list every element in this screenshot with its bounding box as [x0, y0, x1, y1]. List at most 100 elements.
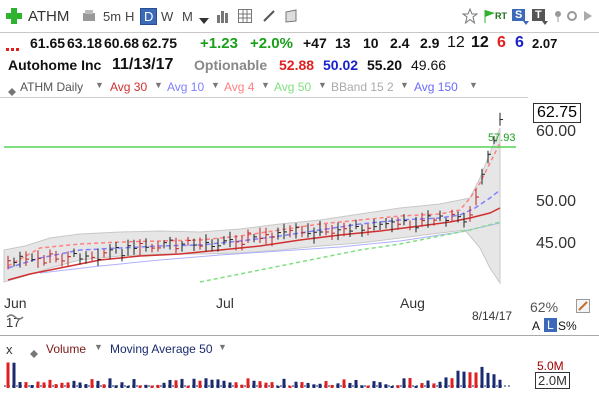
edit-pencil-icon[interactable]	[576, 299, 590, 318]
settings-icon[interactable]	[566, 9, 578, 27]
s-badge[interactable]: S	[512, 9, 526, 21]
volume-canvas	[4, 362, 510, 388]
volume-bar	[210, 379, 214, 388]
period-w[interactable]: W	[161, 9, 174, 24]
volume-bar	[204, 378, 208, 388]
bar-chart-icon[interactable]	[216, 9, 230, 28]
legend-avg4-arrow[interactable]: ▼	[261, 80, 270, 90]
volume-bar	[372, 381, 376, 388]
legend-daily-arrow[interactable]: ▼	[95, 80, 104, 90]
company-line: Autohome Inc 11/13/17 Optionable 52.88 5…	[8, 56, 588, 77]
volume-ma-label[interactable]: Moving Average 50	[110, 342, 213, 356]
legend-avg150-arrow[interactable]: ▼	[469, 80, 478, 90]
volume-label[interactable]: Volume	[46, 342, 87, 356]
quote-stat-5: 2.9	[420, 35, 440, 51]
t-badge[interactable]: T	[532, 9, 545, 21]
quote-line: 61.65 63.18 60.68 62.75 +1.23 +2.0% +47 …	[6, 34, 596, 55]
realtime-flag-icon[interactable]	[484, 9, 496, 28]
volume-bar	[60, 382, 64, 388]
s-dropdown-icon[interactable]	[523, 13, 529, 31]
current-price-box: 62.75	[533, 103, 582, 123]
volume-arrow[interactable]: ▼	[94, 342, 103, 352]
legend-collapse-icon[interactable]	[8, 83, 16, 101]
volume-bar	[324, 381, 328, 388]
volume-bar	[378, 382, 382, 388]
legend-bband-arrow[interactable]: ▼	[400, 80, 409, 90]
rt-badge[interactable]: RT	[495, 11, 507, 21]
volume-bar	[408, 378, 412, 388]
volume-bar	[264, 382, 268, 388]
quote-stat-4: 2.4	[390, 35, 410, 51]
volume-ma-arrow[interactable]: ▼	[218, 342, 227, 352]
volume-bar	[240, 384, 244, 388]
period-m[interactable]: M	[182, 9, 193, 24]
volume-axis-box: 2.0M	[535, 372, 570, 389]
volume-bar	[300, 382, 304, 388]
volume-bar	[306, 382, 310, 388]
price-chart[interactable]: 57.93	[0, 97, 528, 296]
legend-avg10[interactable]: Avg 10	[167, 80, 205, 94]
volume-bar	[36, 381, 40, 388]
x-label-aug: Aug	[400, 295, 425, 311]
legend-avg10-arrow[interactable]: ▼	[211, 80, 220, 90]
volume-bar	[102, 384, 106, 388]
volume-close-button[interactable]: x	[6, 342, 13, 357]
price-tick-60: 60.00	[536, 123, 577, 140]
quote-stat-1: +47	[303, 35, 327, 51]
volume-bar	[192, 378, 196, 388]
volume-bar	[474, 372, 478, 388]
legend-avg30-arrow[interactable]: ▼	[154, 80, 163, 90]
note-icon[interactable]	[284, 9, 298, 28]
pin-icon[interactable]	[552, 9, 564, 27]
quote-change: +1.23	[200, 35, 238, 52]
volume-bar	[354, 379, 358, 388]
price-chart-canvas[interactable]	[0, 98, 528, 296]
avg50-line	[199, 221, 501, 283]
volume-bar	[402, 378, 406, 388]
legend-avg150[interactable]: Avg 150	[414, 80, 458, 94]
period-5m[interactable]: 5m	[103, 9, 122, 24]
x-axis-date: 8/14/17	[472, 309, 513, 323]
x-axis-scroll-icon[interactable]	[6, 308, 24, 326]
grid-icon[interactable]	[238, 9, 252, 28]
period-d-active[interactable]: D	[140, 8, 158, 25]
add-symbol-icon[interactable]	[6, 8, 22, 24]
legend-avg50-arrow[interactable]: ▼	[318, 80, 327, 90]
volume-bar	[84, 384, 88, 388]
dropdown-arrow-icon[interactable]	[199, 12, 209, 30]
hline-label: 57.93	[488, 132, 516, 144]
volume-axis-top: 5.0M	[537, 359, 564, 373]
volume-collapse-icon[interactable]	[30, 345, 38, 363]
volume-bar	[450, 378, 454, 388]
volume-bar	[12, 362, 16, 388]
volume-bar	[492, 374, 496, 388]
legend-avg4[interactable]: Avg 4	[224, 80, 255, 94]
legend-avg30[interactable]: Avg 30	[110, 80, 148, 94]
volume-bar	[420, 383, 424, 388]
volume-bar	[42, 382, 46, 388]
company-v4: 49.66	[411, 57, 447, 73]
t-dropdown-icon[interactable]	[542, 13, 548, 31]
scroll-right-icon[interactable]	[582, 9, 594, 27]
star-icon[interactable]	[461, 7, 479, 29]
period-h[interactable]: H	[125, 9, 135, 24]
symbol-label[interactable]: ATHM	[28, 8, 70, 25]
volume-bar	[294, 381, 298, 388]
volume-bar	[162, 382, 166, 388]
legend-bband[interactable]: BBand 15 2	[331, 80, 394, 94]
scale-auto-button[interactable]: A	[532, 319, 541, 333]
volume-bars	[6, 362, 502, 388]
volume-bar	[48, 379, 52, 388]
volume-bar	[108, 378, 112, 388]
price-bars	[7, 112, 503, 270]
legend-daily[interactable]: ATHM Daily	[20, 80, 84, 94]
scale-log-button[interactable]: L	[544, 318, 557, 332]
scale-pct-button[interactable]: S%	[558, 319, 577, 333]
volume-bar	[198, 380, 202, 388]
legend-avg50[interactable]: Avg 50	[274, 80, 312, 94]
draw-pencil-icon[interactable]	[262, 9, 276, 28]
quote-count-b: 12	[471, 34, 489, 51]
edit-icon[interactable]	[82, 9, 96, 28]
volume-bar	[276, 385, 280, 388]
volume-bar	[72, 380, 76, 388]
